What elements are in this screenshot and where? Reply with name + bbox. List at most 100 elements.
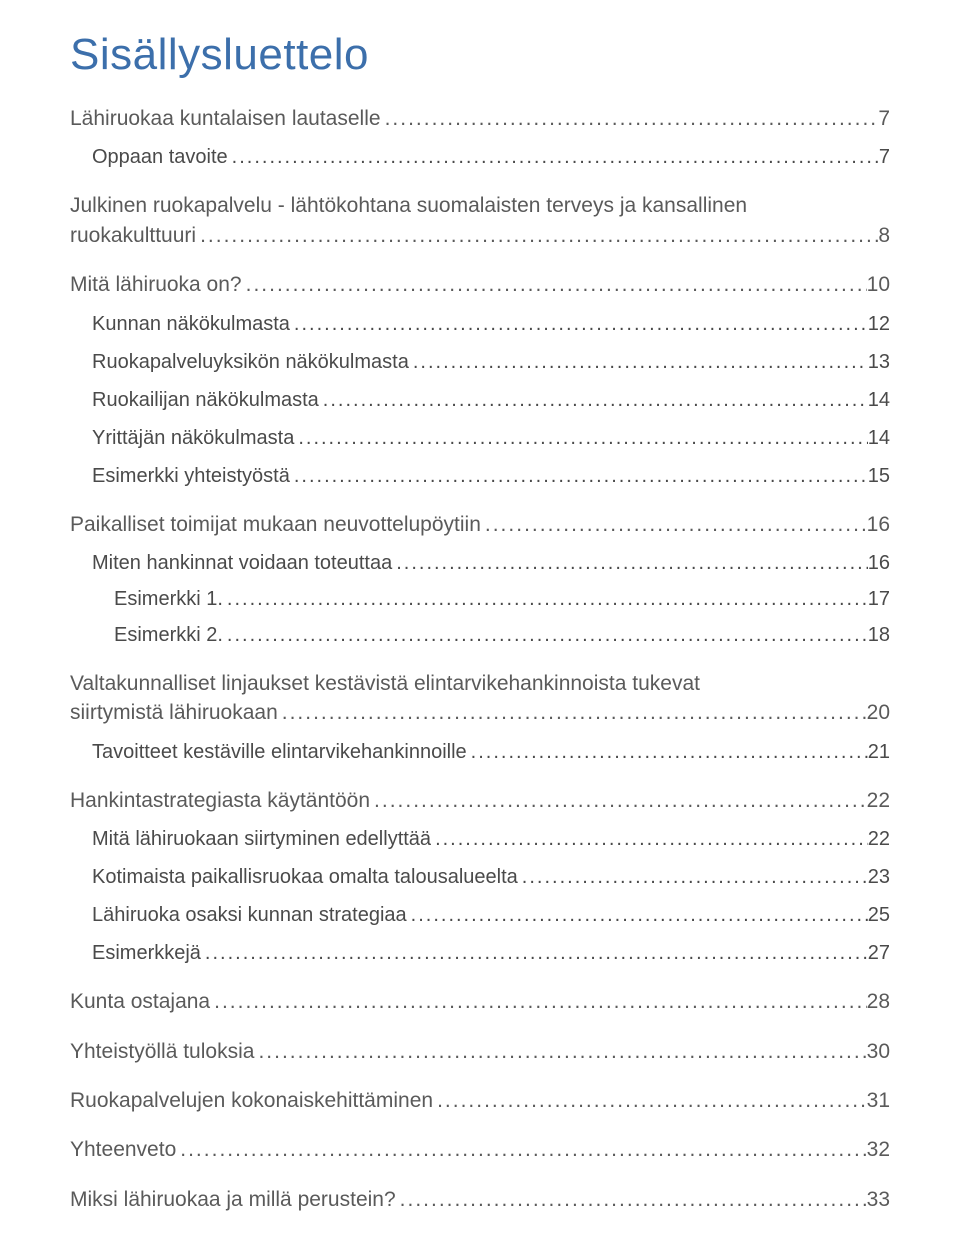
toc-entry: Mitä lähiruokaan siirtyminen edellyttää 2… [70, 825, 890, 853]
toc-page-number: 32 [867, 1135, 890, 1164]
table-of-contents: Lähiruokaa kuntalaisen lautaselle7Oppaan… [70, 104, 890, 1214]
toc-label-line1: Julkinen ruokapalvelu - lähtökohtana suo… [70, 191, 890, 220]
toc-entry: Oppaan tavoite 7 [70, 143, 890, 171]
toc-entry: Yhteistyöllä tuloksia 30 [70, 1037, 890, 1066]
toc-leader-dots [433, 1086, 867, 1115]
toc-leader-dots [409, 348, 868, 376]
toc-label: Kunnan näkökulmasta [92, 310, 290, 338]
toc-leader-dots [294, 424, 867, 452]
toc-page-number: 12 [868, 310, 890, 338]
toc-page-number: 7 [878, 104, 890, 133]
toc-label: Ruokapalveluyksikön näkökulmasta [92, 348, 409, 376]
toc-label: Oppaan tavoite [92, 143, 228, 171]
toc-label: Tavoitteet kestäville elintarvikehankinn… [92, 738, 467, 766]
toc-leader-dots [370, 786, 867, 815]
toc-label-line2: siirtymistä lähiruokaan [70, 698, 278, 727]
toc-entry: Lähiruoka osaksi kunnan strategiaa 25 [70, 901, 890, 929]
toc-page-number: 18 [868, 621, 890, 649]
toc-page-number: 30 [867, 1037, 890, 1066]
toc-page-number: 23 [868, 863, 890, 891]
toc-page-number: 33 [867, 1185, 890, 1214]
toc-label: Yhteenveto [70, 1135, 176, 1164]
toc-entry: Esimerkki yhteistyöstä 15 [70, 462, 890, 490]
toc-leader-dots [381, 104, 879, 133]
toc-label: Kunta ostajana [70, 987, 210, 1016]
toc-leader-dots [407, 901, 868, 929]
toc-leader-dots [396, 1185, 867, 1214]
toc-label: Kotimaista paikallisruokaa omalta talous… [92, 863, 518, 891]
toc-entry: Lähiruokaa kuntalaisen lautaselle 7 [70, 104, 890, 133]
toc-label: Mitä lähiruoka on? [70, 270, 242, 299]
toc-entry: Paikalliset toimijat mukaan neuvottelupö… [70, 510, 890, 539]
toc-entry: Julkinen ruokapalvelu - lähtökohtana suo… [70, 191, 890, 250]
toc-leader-dots [518, 863, 868, 891]
toc-page-number: 13 [868, 348, 890, 376]
toc-leader-dots [290, 310, 868, 338]
toc-label-line2-row: siirtymistä lähiruokaan20 [70, 698, 890, 727]
toc-page-number: 27 [868, 939, 890, 967]
toc-label: Yrittäjän näkökulmasta [92, 424, 294, 452]
toc-label: Esimerkki 1. [114, 585, 223, 613]
toc-entry: Ruokapalvelujen kokonaiskehittäminen31 [70, 1086, 890, 1115]
toc-entry: Mitä lähiruoka on? 10 [70, 270, 890, 299]
toc-leader-dots [278, 698, 867, 727]
toc-entry: Esimerkki 1.17 [70, 585, 890, 613]
toc-entry: Yrittäjän näkökulmasta 14 [70, 424, 890, 452]
toc-entry: Tavoitteet kestäville elintarvikehankinn… [70, 738, 890, 766]
toc-leader-dots [467, 738, 868, 766]
toc-leader-dots [481, 510, 867, 539]
toc-label: Miten hankinnat voidaan toteuttaa [92, 549, 392, 577]
toc-label: Esimerkki yhteistyöstä [92, 462, 290, 490]
toc-page-number: 14 [868, 424, 890, 452]
toc-entry: Miten hankinnat voidaan toteuttaa 16 [70, 549, 890, 577]
toc-page-number: 22 [867, 786, 890, 815]
toc-page-number: 16 [868, 549, 890, 577]
toc-leader-dots [201, 939, 868, 967]
toc-entry: Yhteenveto 32 [70, 1135, 890, 1164]
toc-label: Esimerkkejä [92, 939, 201, 967]
toc-label: Paikalliset toimijat mukaan neuvottelupö… [70, 510, 481, 539]
toc-label: Lähiruoka osaksi kunnan strategiaa [92, 901, 407, 929]
toc-leader-dots [431, 825, 868, 853]
toc-label-line1: Valtakunnalliset linjaukset kestävistä e… [70, 669, 890, 698]
toc-leader-dots [254, 1037, 866, 1066]
toc-label: Yhteistyöllä tuloksia [70, 1037, 254, 1066]
toc-label: Ruokailijan näkökulmasta [92, 386, 319, 414]
toc-page-number: 15 [868, 462, 890, 490]
toc-label-line2: ruokakulttuuri [70, 221, 196, 250]
toc-entry: Esimerkki 2. 18 [70, 621, 890, 649]
toc-label: Lähiruokaa kuntalaisen lautaselle [70, 104, 381, 133]
toc-label-line2-row: ruokakulttuuri 8 [70, 221, 890, 250]
toc-leader-dots [228, 143, 879, 171]
toc-leader-dots [223, 585, 868, 613]
toc-page-number: 22 [868, 825, 890, 853]
toc-page-number: 7 [879, 143, 890, 171]
toc-entry: Ruokapalveluyksikön näkökulmasta 13 [70, 348, 890, 376]
toc-label: Esimerkki 2. [114, 621, 223, 649]
toc-leader-dots [210, 987, 867, 1016]
toc-label: Mitä lähiruokaan siirtyminen edellyttää [92, 825, 431, 853]
toc-page-number: 14 [868, 386, 890, 414]
toc-entry: Kunta ostajana 28 [70, 987, 890, 1016]
toc-label: Miksi lähiruokaa ja millä perustein? [70, 1185, 396, 1214]
toc-entry: Valtakunnalliset linjaukset kestävistä e… [70, 669, 890, 728]
toc-entry: Ruokailijan näkökulmasta 14 [70, 386, 890, 414]
toc-leader-dots [223, 621, 868, 649]
toc-page-number: 8 [878, 221, 890, 250]
toc-entry: Miksi lähiruokaa ja millä perustein? 33 [70, 1185, 890, 1214]
toc-page-number: 10 [867, 270, 890, 299]
toc-leader-dots [290, 462, 868, 490]
toc-label: Hankintastrategiasta käytäntöön [70, 786, 370, 815]
toc-entry: Esimerkkejä 27 [70, 939, 890, 967]
toc-entry: Kotimaista paikallisruokaa omalta talous… [70, 863, 890, 891]
toc-leader-dots [242, 270, 867, 299]
toc-entry: Kunnan näkökulmasta 12 [70, 310, 890, 338]
toc-leader-dots [392, 549, 868, 577]
toc-leader-dots [176, 1135, 866, 1164]
toc-page-number: 21 [868, 738, 890, 766]
toc-page-number: 28 [867, 987, 890, 1016]
toc-page-number: 31 [867, 1086, 890, 1115]
toc-page-number: 16 [867, 510, 890, 539]
toc-page-number: 25 [868, 901, 890, 929]
toc-leader-dots [319, 386, 868, 414]
